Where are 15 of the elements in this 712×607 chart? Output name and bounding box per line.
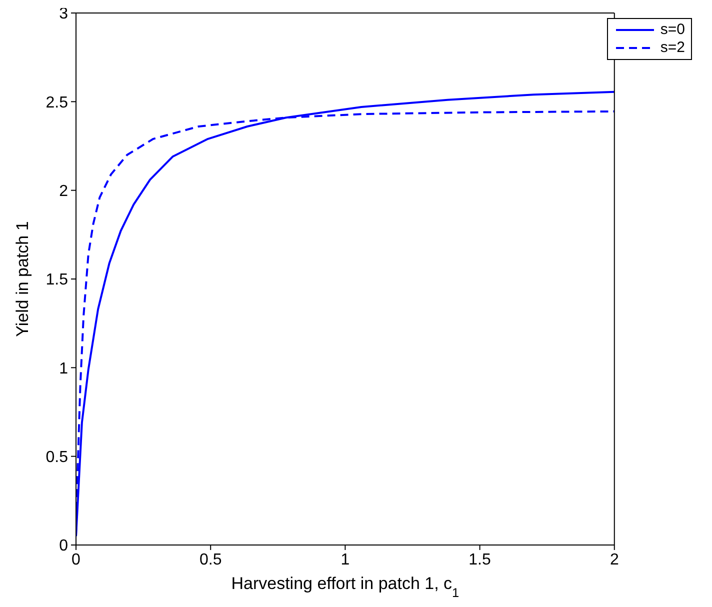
y-tick-label: 2.5 xyxy=(46,94,68,112)
y-tick-label: 0.5 xyxy=(46,449,68,466)
x-tick-label: 2 xyxy=(610,551,619,568)
y-tick-label: 1.5 xyxy=(46,272,68,289)
x-tick-label: 1 xyxy=(340,551,350,568)
y-tick-label: 1 xyxy=(59,360,68,378)
y-tick-label: 2 xyxy=(59,183,68,200)
legend-label: s=2 xyxy=(660,39,685,57)
x-axis-title: Harvesting effort in patch 1, c$_{1}$ xyxy=(231,574,460,600)
legend-label: s=0 xyxy=(660,21,685,39)
y-tick-label: 0 xyxy=(59,538,68,555)
x-tick-label: 1.5 xyxy=(468,551,492,568)
x-tick-label: 0.5 xyxy=(199,551,222,568)
y-axis-title: Yield in patch 1 xyxy=(13,221,32,337)
x-tick-label: 0 xyxy=(72,551,81,568)
